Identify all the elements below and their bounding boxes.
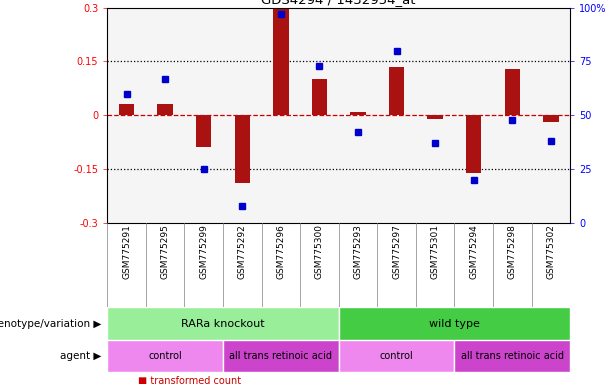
Bar — [504, 69, 520, 115]
Text: GSM775296: GSM775296 — [276, 224, 285, 279]
Bar — [235, 115, 250, 183]
Text: all trans retinoic acid: all trans retinoic acid — [229, 351, 332, 361]
Text: GSM775301: GSM775301 — [430, 224, 440, 280]
Text: control: control — [379, 351, 413, 361]
Text: GSM775299: GSM775299 — [199, 224, 208, 279]
Text: wild type: wild type — [429, 318, 480, 329]
Bar — [158, 104, 173, 115]
Text: GSM775294: GSM775294 — [469, 224, 478, 279]
Bar — [311, 79, 327, 115]
Bar — [196, 115, 211, 147]
Text: GSM775295: GSM775295 — [161, 224, 170, 279]
Text: GSM775302: GSM775302 — [546, 224, 555, 279]
Text: GSM775293: GSM775293 — [354, 224, 362, 279]
Text: ■ transformed count: ■ transformed count — [138, 376, 241, 384]
Bar — [338, 340, 454, 372]
Text: control: control — [148, 351, 182, 361]
Bar — [543, 115, 558, 122]
Bar — [350, 112, 366, 115]
Text: RARa knockout: RARa knockout — [181, 318, 265, 329]
Text: GSM775292: GSM775292 — [238, 224, 247, 279]
Text: GSM775300: GSM775300 — [315, 224, 324, 280]
Bar — [223, 340, 339, 372]
Text: agent ▶: agent ▶ — [60, 351, 101, 361]
Text: GSM775297: GSM775297 — [392, 224, 401, 279]
Bar — [107, 307, 338, 340]
Text: genotype/variation ▶: genotype/variation ▶ — [0, 318, 101, 329]
Title: GDS4294 / 1432954_at: GDS4294 / 1432954_at — [261, 0, 416, 7]
Bar — [273, 8, 289, 115]
Text: all trans retinoic acid: all trans retinoic acid — [461, 351, 564, 361]
Bar — [454, 340, 570, 372]
Bar — [338, 307, 570, 340]
Bar — [427, 115, 443, 119]
Bar — [107, 340, 223, 372]
Bar — [466, 115, 481, 172]
Bar — [119, 104, 134, 115]
Text: GSM775291: GSM775291 — [122, 224, 131, 279]
Text: GSM775298: GSM775298 — [508, 224, 517, 279]
Bar — [389, 67, 404, 115]
